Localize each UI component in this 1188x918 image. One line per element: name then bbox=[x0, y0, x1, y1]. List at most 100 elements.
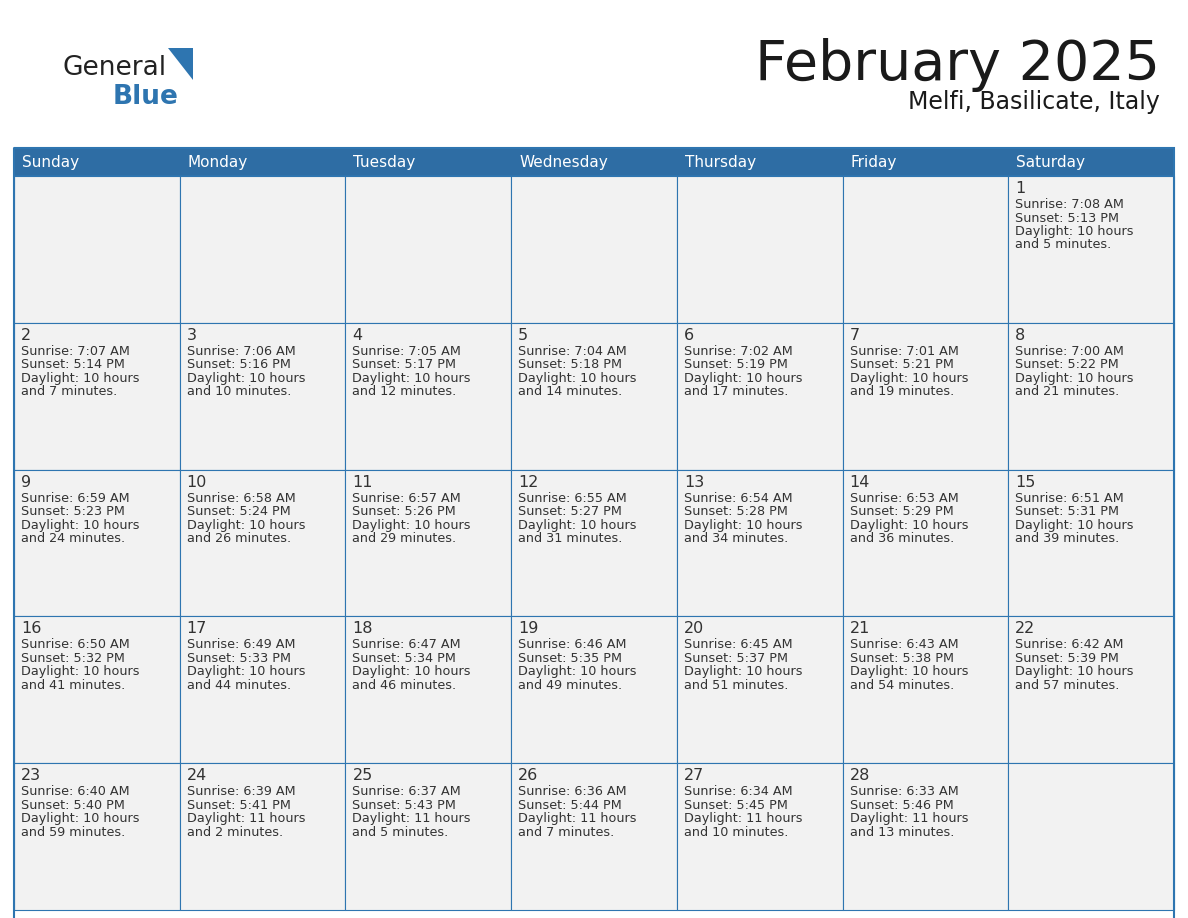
Text: and 54 minutes.: and 54 minutes. bbox=[849, 679, 954, 692]
Text: Daylight: 10 hours: Daylight: 10 hours bbox=[518, 372, 637, 385]
Text: Sunset: 5:35 PM: Sunset: 5:35 PM bbox=[518, 652, 623, 665]
Text: Daylight: 11 hours: Daylight: 11 hours bbox=[353, 812, 470, 825]
Text: Sunset: 5:37 PM: Sunset: 5:37 PM bbox=[684, 652, 788, 665]
Text: and 51 minutes.: and 51 minutes. bbox=[684, 679, 788, 692]
Text: Sunset: 5:44 PM: Sunset: 5:44 PM bbox=[518, 799, 621, 812]
Bar bbox=[511, 176, 677, 323]
Text: Daylight: 10 hours: Daylight: 10 hours bbox=[187, 519, 305, 532]
Bar bbox=[1009, 323, 1174, 470]
Text: Sunset: 5:17 PM: Sunset: 5:17 PM bbox=[353, 358, 456, 371]
Text: 14: 14 bbox=[849, 475, 870, 489]
Text: Daylight: 10 hours: Daylight: 10 hours bbox=[21, 372, 139, 385]
Text: Sunset: 5:13 PM: Sunset: 5:13 PM bbox=[1016, 211, 1119, 225]
Bar bbox=[511, 148, 677, 176]
Text: and 24 minutes.: and 24 minutes. bbox=[21, 532, 125, 545]
Bar bbox=[842, 148, 1009, 176]
Text: and 10 minutes.: and 10 minutes. bbox=[684, 825, 788, 839]
Bar bbox=[179, 470, 346, 616]
Bar bbox=[842, 470, 1009, 616]
Text: Sunset: 5:21 PM: Sunset: 5:21 PM bbox=[849, 358, 954, 371]
Bar bbox=[179, 176, 346, 323]
Text: Daylight: 11 hours: Daylight: 11 hours bbox=[187, 812, 305, 825]
Bar bbox=[511, 616, 677, 763]
Bar bbox=[677, 323, 842, 470]
Text: Daylight: 10 hours: Daylight: 10 hours bbox=[1016, 372, 1133, 385]
Text: Daylight: 10 hours: Daylight: 10 hours bbox=[849, 519, 968, 532]
Text: Daylight: 10 hours: Daylight: 10 hours bbox=[187, 666, 305, 678]
Text: and 31 minutes.: and 31 minutes. bbox=[518, 532, 623, 545]
Text: Sunset: 5:34 PM: Sunset: 5:34 PM bbox=[353, 652, 456, 665]
Text: 22: 22 bbox=[1016, 621, 1036, 636]
Text: and 5 minutes.: and 5 minutes. bbox=[1016, 239, 1112, 252]
Text: 7: 7 bbox=[849, 328, 860, 342]
Text: and 12 minutes.: and 12 minutes. bbox=[353, 386, 456, 398]
Text: Sunrise: 6:33 AM: Sunrise: 6:33 AM bbox=[849, 785, 959, 798]
Text: 10: 10 bbox=[187, 475, 207, 489]
Text: Daylight: 10 hours: Daylight: 10 hours bbox=[684, 519, 802, 532]
Bar bbox=[842, 176, 1009, 323]
Text: Sunrise: 6:42 AM: Sunrise: 6:42 AM bbox=[1016, 638, 1124, 652]
Text: Saturday: Saturday bbox=[1016, 154, 1086, 170]
Text: Sunset: 5:27 PM: Sunset: 5:27 PM bbox=[518, 505, 623, 518]
Text: 23: 23 bbox=[21, 768, 42, 783]
Bar bbox=[14, 148, 1174, 918]
Text: Sunrise: 6:55 AM: Sunrise: 6:55 AM bbox=[518, 492, 627, 505]
Bar bbox=[1009, 616, 1174, 763]
Text: Sunrise: 6:47 AM: Sunrise: 6:47 AM bbox=[353, 638, 461, 652]
Text: 27: 27 bbox=[684, 768, 704, 783]
Bar bbox=[677, 148, 842, 176]
Text: Thursday: Thursday bbox=[684, 154, 756, 170]
Text: 21: 21 bbox=[849, 621, 870, 636]
Text: 13: 13 bbox=[684, 475, 704, 489]
Text: Daylight: 10 hours: Daylight: 10 hours bbox=[849, 372, 968, 385]
Text: Sunset: 5:28 PM: Sunset: 5:28 PM bbox=[684, 505, 788, 518]
Text: and 5 minutes.: and 5 minutes. bbox=[353, 825, 449, 839]
Bar bbox=[14, 470, 179, 616]
Bar bbox=[677, 616, 842, 763]
Bar bbox=[346, 763, 511, 910]
Text: and 2 minutes.: and 2 minutes. bbox=[187, 825, 283, 839]
Text: Daylight: 10 hours: Daylight: 10 hours bbox=[353, 372, 470, 385]
Text: Daylight: 10 hours: Daylight: 10 hours bbox=[684, 666, 802, 678]
Bar bbox=[14, 616, 179, 763]
Bar bbox=[511, 323, 677, 470]
Text: Daylight: 10 hours: Daylight: 10 hours bbox=[684, 372, 802, 385]
Text: and 29 minutes.: and 29 minutes. bbox=[353, 532, 456, 545]
Text: Daylight: 11 hours: Daylight: 11 hours bbox=[849, 812, 968, 825]
Text: Sunrise: 6:51 AM: Sunrise: 6:51 AM bbox=[1016, 492, 1124, 505]
Bar bbox=[179, 763, 346, 910]
Text: and 7 minutes.: and 7 minutes. bbox=[518, 825, 614, 839]
Text: Daylight: 10 hours: Daylight: 10 hours bbox=[353, 666, 470, 678]
Text: Sunrise: 6:45 AM: Sunrise: 6:45 AM bbox=[684, 638, 792, 652]
Text: and 14 minutes.: and 14 minutes. bbox=[518, 386, 623, 398]
Text: Sunrise: 6:37 AM: Sunrise: 6:37 AM bbox=[353, 785, 461, 798]
Text: Sunrise: 7:08 AM: Sunrise: 7:08 AM bbox=[1016, 198, 1124, 211]
Text: Wednesday: Wednesday bbox=[519, 154, 608, 170]
Text: Sunset: 5:38 PM: Sunset: 5:38 PM bbox=[849, 652, 954, 665]
Bar bbox=[179, 323, 346, 470]
Text: 18: 18 bbox=[353, 621, 373, 636]
Text: Melfi, Basilicate, Italy: Melfi, Basilicate, Italy bbox=[908, 90, 1159, 114]
Text: 17: 17 bbox=[187, 621, 207, 636]
Bar bbox=[842, 763, 1009, 910]
Text: Sunset: 5:39 PM: Sunset: 5:39 PM bbox=[1016, 652, 1119, 665]
Text: Sunrise: 6:54 AM: Sunrise: 6:54 AM bbox=[684, 492, 792, 505]
Text: 16: 16 bbox=[21, 621, 42, 636]
Text: and 34 minutes.: and 34 minutes. bbox=[684, 532, 788, 545]
Text: Sunset: 5:18 PM: Sunset: 5:18 PM bbox=[518, 358, 623, 371]
Text: Daylight: 11 hours: Daylight: 11 hours bbox=[684, 812, 802, 825]
Text: and 44 minutes.: and 44 minutes. bbox=[187, 679, 291, 692]
Text: Sunrise: 7:01 AM: Sunrise: 7:01 AM bbox=[849, 345, 959, 358]
Bar bbox=[14, 148, 179, 176]
Text: Sunrise: 7:02 AM: Sunrise: 7:02 AM bbox=[684, 345, 792, 358]
Bar bbox=[14, 148, 1174, 176]
Text: 11: 11 bbox=[353, 475, 373, 489]
Text: 28: 28 bbox=[849, 768, 870, 783]
Text: and 46 minutes.: and 46 minutes. bbox=[353, 679, 456, 692]
Bar bbox=[842, 323, 1009, 470]
Text: Sunset: 5:23 PM: Sunset: 5:23 PM bbox=[21, 505, 125, 518]
Text: Sunset: 5:43 PM: Sunset: 5:43 PM bbox=[353, 799, 456, 812]
Text: and 39 minutes.: and 39 minutes. bbox=[1016, 532, 1119, 545]
Text: Sunrise: 6:58 AM: Sunrise: 6:58 AM bbox=[187, 492, 296, 505]
Text: Daylight: 10 hours: Daylight: 10 hours bbox=[21, 812, 139, 825]
